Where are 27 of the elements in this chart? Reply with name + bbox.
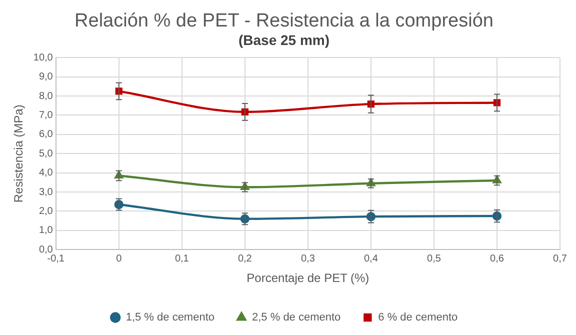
x-tick-label: 0,6 — [490, 253, 504, 264]
x-tick-label: 0,4 — [364, 253, 378, 264]
x-tick-label: 0,2 — [238, 253, 252, 264]
legend-label: 1,5 % de cemento — [126, 312, 215, 324]
chart-title: Relación % de PET - Resistencia a la compresión — [74, 10, 494, 32]
x-tick-label: 0,3 — [300, 253, 316, 264]
y-tick-label: 0,0 — [38, 244, 54, 256]
y-tick-label: 8,0 — [38, 90, 54, 102]
y-tick-label: 1,0 — [38, 225, 54, 236]
y-tick-label: 9,0 — [38, 72, 54, 83]
chart-subtitle: (Base 25 mm) — [238, 32, 330, 48]
y-tick-label: 5,0 — [38, 148, 54, 160]
legend-label: 6 % de cemento — [378, 312, 458, 324]
legend-label: 2,5 % de cemento — [252, 312, 341, 324]
x-tick-label: 0,5 — [427, 253, 442, 264]
x-tick-label: 0,7 — [553, 253, 568, 264]
y-tick-label: 4,0 — [38, 168, 54, 179]
y-tick-label: 2,0 — [38, 206, 54, 217]
x-tick-label: 0,1 — [174, 253, 190, 264]
x-tick-label: -0,1 — [47, 253, 65, 264]
y-tick-label: 3,0 — [38, 186, 54, 198]
y-tick-label: 6,0 — [38, 129, 54, 140]
y-tick-label: 7,0 — [38, 110, 54, 121]
y-tick-label: 10,0 — [33, 52, 54, 64]
x-tick-label: 0 — [116, 253, 122, 264]
x-axis-title: Porcentaje de PET (%) — [246, 271, 370, 286]
y-axis-title: Resistencia (MPa) — [12, 104, 26, 203]
